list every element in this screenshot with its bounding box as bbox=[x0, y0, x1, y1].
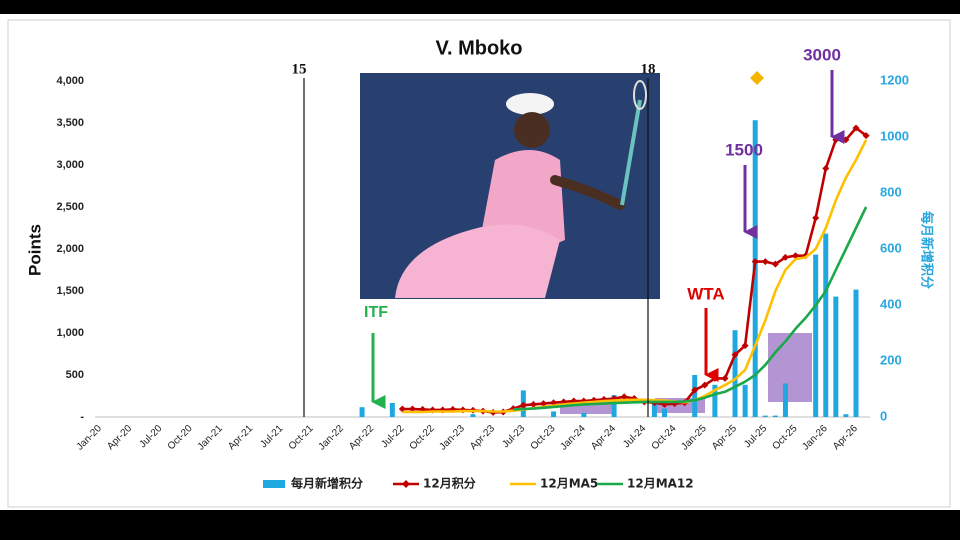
bar bbox=[823, 233, 829, 417]
legend-label: 12月MA5 bbox=[540, 477, 598, 491]
photo bbox=[360, 73, 660, 299]
bar bbox=[813, 254, 819, 417]
bar bbox=[853, 289, 859, 417]
legend-label: 12月积分 bbox=[423, 476, 476, 491]
y2-tick-label: 800 bbox=[880, 184, 902, 199]
annotation: 1500 bbox=[725, 140, 763, 159]
annotation: 3000 bbox=[803, 45, 841, 64]
bar bbox=[359, 407, 365, 417]
bar bbox=[772, 415, 778, 417]
y2-tick-label: 1000 bbox=[880, 128, 909, 143]
bar bbox=[762, 415, 768, 417]
y2-tick-label: 0 bbox=[880, 408, 887, 423]
diamond-marker bbox=[750, 71, 764, 85]
y-axis-title: Points bbox=[25, 224, 44, 276]
y-tick-label: 1,500 bbox=[56, 285, 84, 297]
bar bbox=[742, 384, 748, 417]
y-tick-label: - bbox=[80, 411, 84, 423]
bar bbox=[470, 414, 476, 417]
highlight-box bbox=[768, 333, 812, 402]
y2-tick-label: 1200 bbox=[880, 72, 909, 87]
bar bbox=[732, 330, 738, 417]
bar bbox=[551, 411, 557, 417]
y-tick-label: 2,500 bbox=[56, 201, 84, 213]
chart-frame bbox=[7, 19, 951, 508]
legend-marker bbox=[402, 480, 410, 488]
annotation: WTA bbox=[687, 284, 724, 303]
bar bbox=[581, 412, 587, 417]
y-tick-label: 2,000 bbox=[56, 243, 84, 255]
y2-tick-label: 600 bbox=[880, 240, 902, 255]
line-series bbox=[513, 206, 868, 411]
line-series bbox=[402, 139, 868, 414]
bar bbox=[389, 403, 395, 417]
bar bbox=[520, 390, 526, 417]
annotation: ITF bbox=[364, 304, 388, 321]
y2-tick-label: 200 bbox=[880, 352, 902, 367]
y-tick-label: 1,000 bbox=[56, 327, 84, 339]
legend-label: 每月新增积分 bbox=[291, 476, 363, 491]
y2-tick-label: 400 bbox=[880, 296, 902, 311]
y-tick-label: 500 bbox=[66, 369, 84, 381]
legend-swatch bbox=[263, 480, 285, 488]
bar bbox=[692, 375, 698, 417]
chart-title: V. Mboko bbox=[435, 37, 522, 59]
bar bbox=[833, 296, 839, 417]
bar bbox=[661, 408, 667, 417]
y-tick-label: 3,500 bbox=[56, 117, 84, 129]
annotation: 15 bbox=[292, 61, 307, 77]
y-tick-label: 4,000 bbox=[56, 75, 84, 87]
annotation: 18 bbox=[641, 61, 656, 77]
bar bbox=[843, 414, 849, 417]
legend-label: 12月MA12 bbox=[627, 477, 694, 491]
y-tick-label: 3,000 bbox=[56, 159, 84, 171]
y2-axis-title: 每月新增积分 bbox=[920, 211, 935, 289]
bar bbox=[782, 383, 788, 417]
